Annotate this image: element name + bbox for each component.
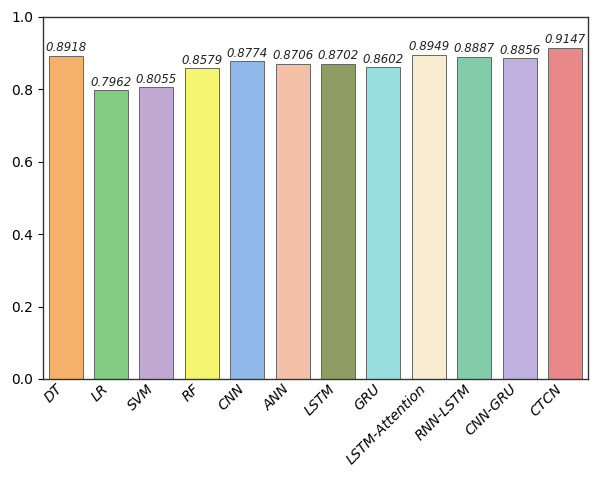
Bar bbox=[457, 57, 491, 379]
Text: 0.8706: 0.8706 bbox=[272, 49, 313, 62]
Text: 0.8602: 0.8602 bbox=[363, 53, 404, 66]
Text: 0.9147: 0.9147 bbox=[544, 33, 586, 46]
Bar bbox=[230, 61, 264, 379]
Bar bbox=[321, 64, 355, 379]
Bar bbox=[185, 68, 219, 379]
Text: 0.8702: 0.8702 bbox=[317, 49, 359, 62]
Text: 0.8579: 0.8579 bbox=[181, 54, 223, 66]
Text: 0.8774: 0.8774 bbox=[227, 46, 268, 60]
Bar bbox=[412, 54, 446, 379]
Bar bbox=[503, 58, 536, 379]
Bar bbox=[367, 67, 400, 379]
Text: 0.8949: 0.8949 bbox=[408, 40, 449, 53]
Text: 0.8887: 0.8887 bbox=[454, 43, 495, 55]
Text: 0.7962: 0.7962 bbox=[91, 76, 131, 89]
Bar bbox=[275, 64, 310, 379]
Text: 0.8918: 0.8918 bbox=[45, 42, 86, 54]
Bar bbox=[139, 87, 173, 379]
Bar bbox=[94, 90, 128, 379]
Bar bbox=[49, 56, 83, 379]
Text: 0.8055: 0.8055 bbox=[136, 73, 177, 86]
Bar bbox=[548, 47, 582, 379]
Text: 0.8856: 0.8856 bbox=[499, 43, 540, 56]
